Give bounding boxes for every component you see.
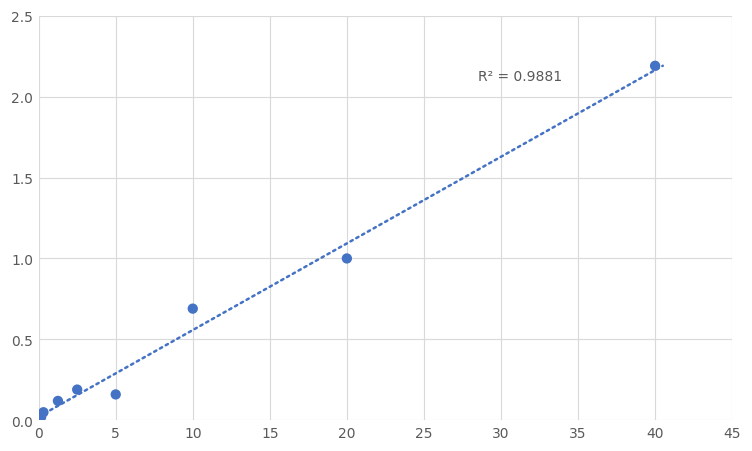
Point <box>71 386 83 393</box>
Point <box>35 414 47 421</box>
Point <box>649 63 661 70</box>
Point <box>341 255 353 262</box>
Text: R² = 0.9881: R² = 0.9881 <box>478 69 562 83</box>
Point <box>186 305 199 313</box>
Point <box>110 391 122 398</box>
Point <box>38 409 50 416</box>
Point <box>52 397 64 405</box>
